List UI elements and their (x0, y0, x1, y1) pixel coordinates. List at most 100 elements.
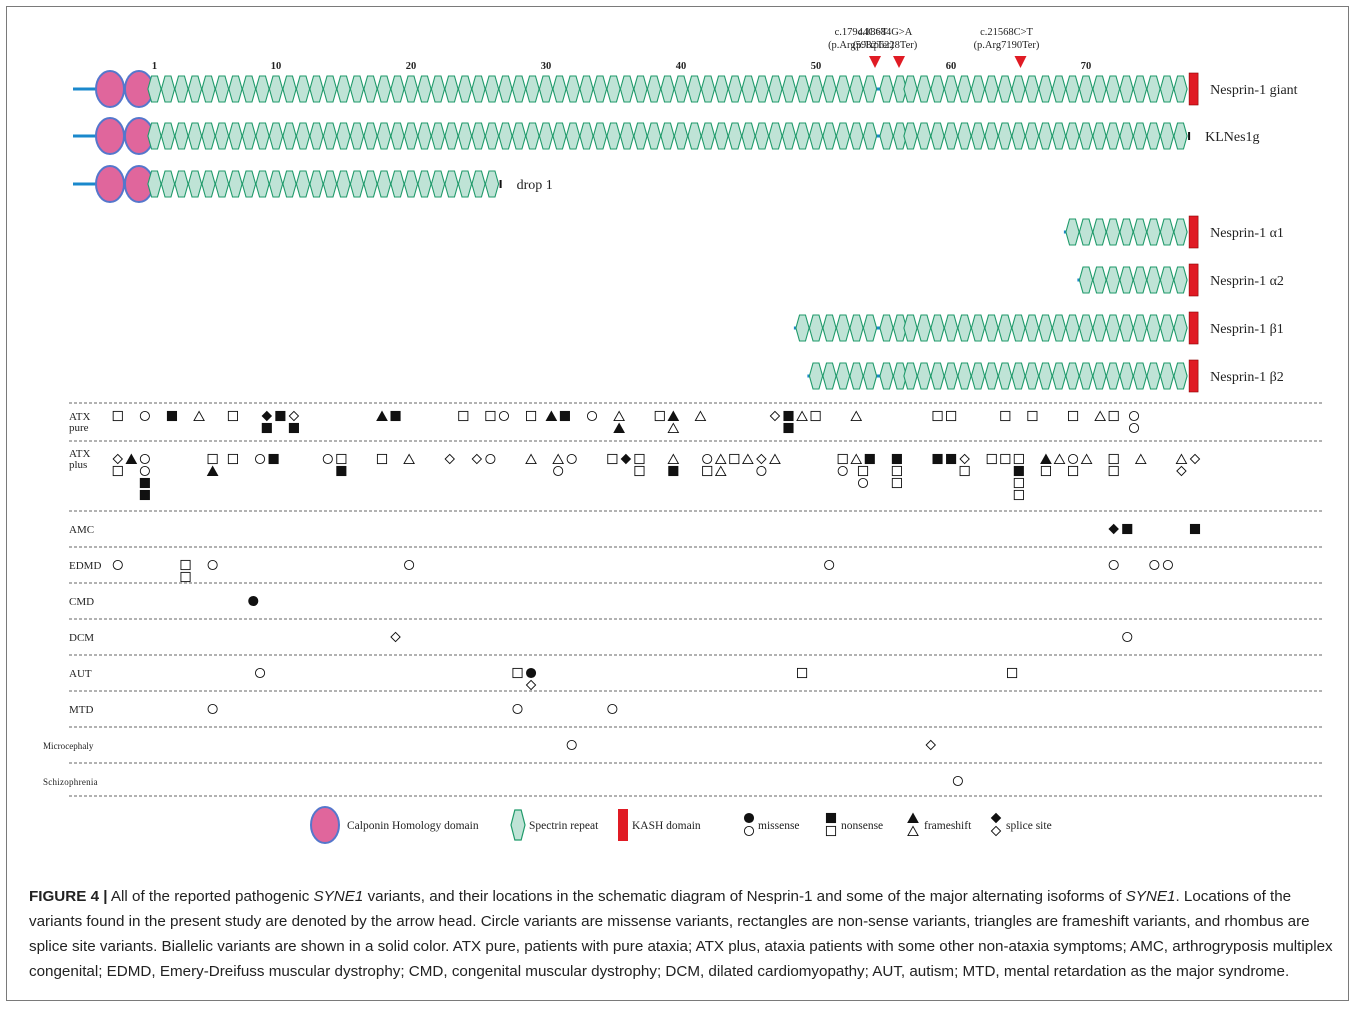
frameshift-marker (1175, 453, 1188, 465)
spectrin-repeat (214, 170, 230, 198)
spectrin-repeat (403, 122, 419, 150)
spectrin-repeat (835, 122, 851, 150)
spectrin-repeat (1173, 218, 1188, 246)
spectrin-repeat (1024, 75, 1040, 103)
spectrin-repeat (160, 75, 176, 103)
spectrin-repeat (390, 170, 405, 198)
missense-marker (702, 453, 713, 465)
spectrin-repeat (1051, 362, 1067, 390)
spectrin-repeat (363, 75, 378, 103)
spectrin-repeat (606, 75, 621, 103)
spectrin-repeat (879, 314, 894, 342)
missense-marker (566, 453, 577, 465)
spectrin-repeat (1146, 314, 1161, 342)
isoform-label: drop 1 (517, 178, 553, 193)
spectrin-repeat (147, 75, 162, 103)
frameshift-marker (1080, 453, 1093, 465)
caption-figure-number: FIGURE 4 | (29, 888, 108, 905)
spectrin-repeat (1092, 122, 1107, 150)
spectrin-repeat (822, 75, 837, 103)
splice-site-biallelic-marker (261, 410, 273, 422)
spectrin-repeat (727, 75, 743, 103)
spectrin-repeat (741, 75, 756, 103)
spectrin-repeat (795, 122, 810, 150)
spectrin-repeat (1146, 362, 1161, 390)
phenotype-label: Schizophrenia (43, 777, 98, 787)
spectrin-repeat (822, 122, 837, 150)
isoform-label: Nesprin-1 α2 (1210, 274, 1284, 289)
spectrin-repeat (781, 122, 797, 150)
variant-protein-label: (p.Trp6228Ter) (853, 40, 918, 51)
missense-marker (207, 559, 218, 571)
missense-marker (1068, 453, 1079, 465)
isoform-row: drop 1 (73, 165, 553, 203)
spectrin-repeat (484, 170, 500, 198)
nesprin-diagram: 1 10 20 30 40 50 60 70c.17944C>T(p.Arg5982Ter)c… (43, 27, 1323, 844)
spectrin-repeat (1105, 266, 1121, 294)
spectrin-repeat (538, 122, 554, 150)
spectrin-repeat (646, 75, 662, 103)
spectrin-repeat (471, 170, 486, 198)
spectrin-repeat (862, 75, 878, 103)
splice-site-marker (959, 453, 970, 465)
ruler-tick-label: 1 (152, 61, 157, 72)
isoform-end-cap (499, 180, 502, 188)
spectrin-repeat (1078, 314, 1094, 342)
spectrin-repeat (349, 170, 365, 198)
spectrin-repeat (565, 75, 581, 103)
spectrin-repeat (957, 314, 972, 342)
phenotype-label: CMD (69, 596, 94, 608)
phenotype-row: AUT (69, 667, 1018, 691)
nonsense-marker (1013, 489, 1024, 501)
nonsense-marker (112, 465, 123, 477)
spectrin-repeat (619, 122, 635, 150)
phenotype-row: CMD (69, 595, 259, 608)
splice-site-marker (990, 825, 1002, 837)
spectrin-repeat (795, 314, 810, 342)
spectrin-repeat (997, 362, 1013, 390)
spectrin-repeat (849, 314, 864, 342)
nonsense-biallelic-marker (390, 410, 401, 422)
spectrin-repeat (916, 314, 932, 342)
spectrin-repeat (687, 75, 702, 103)
spectrin-repeat (511, 122, 527, 150)
frameshift-marker (694, 410, 707, 422)
legend-missense-label: missense (758, 820, 800, 832)
spectrin-repeat (1119, 362, 1134, 390)
nonsense-marker (837, 453, 848, 465)
splice-site-marker (288, 410, 300, 422)
nonsense-marker (825, 825, 837, 837)
spectrin-repeat (268, 170, 284, 198)
spectrin-repeat (930, 122, 945, 150)
missense-marker (1128, 410, 1140, 422)
nonsense-marker (1108, 453, 1119, 465)
isoform-label: Nesprin-1 giant (1210, 83, 1298, 98)
missense-marker (485, 453, 496, 465)
spectrin-repeat (1065, 362, 1080, 390)
splice-site-biallelic-marker (620, 453, 632, 465)
ruler-tick-label: 10 (271, 61, 282, 72)
nonsense-marker (227, 453, 239, 465)
spectrin-repeat (322, 75, 338, 103)
missense-marker (254, 667, 266, 679)
nonsense-marker (986, 453, 997, 465)
spectrin-repeat (862, 362, 878, 390)
ruler-tick-label: 30 (541, 61, 552, 72)
nonsense-marker (1027, 410, 1038, 422)
frameshift-marker (796, 410, 808, 422)
splice-site-marker (471, 453, 483, 465)
spectrin-repeat (228, 122, 243, 150)
spectrin-repeat (1159, 362, 1175, 390)
spectrin-repeat (471, 122, 486, 150)
spectrin-repeat (1105, 75, 1121, 103)
frameshift-marker (613, 410, 625, 422)
spectrin-repeat (282, 75, 297, 103)
spectrin-repeat (1173, 266, 1188, 294)
nonsense-marker (1007, 667, 1018, 679)
spectrin-repeat (1146, 218, 1161, 246)
frameshift-marker (1053, 453, 1066, 465)
kash-domain (1188, 311, 1199, 345)
nonsense-biallelic-marker (1189, 523, 1201, 535)
spectrin-repeat (241, 75, 257, 103)
nonsense-biallelic-marker (783, 422, 794, 434)
